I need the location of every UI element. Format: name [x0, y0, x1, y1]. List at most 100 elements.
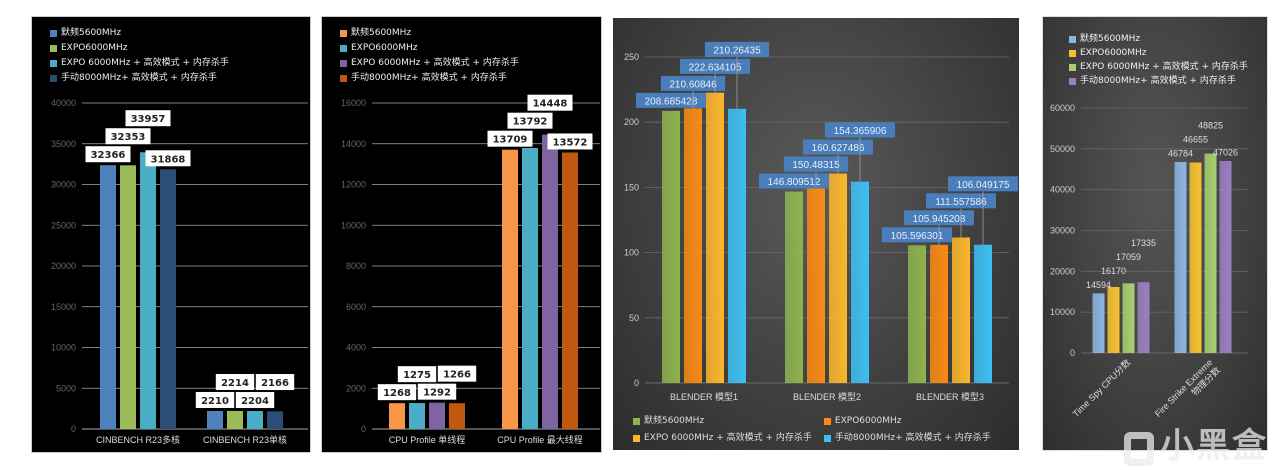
legend-swatch [340, 60, 347, 67]
bar [851, 181, 869, 383]
data-label: 146.809512 [759, 173, 829, 189]
category-label: CINBENCH R23多核 [96, 434, 180, 445]
data-label: 13709 [487, 130, 533, 147]
data-label: 1268 [377, 384, 417, 401]
y-tick-label: 15000 [51, 302, 76, 312]
legend-item: EXPO6000MHz [1069, 46, 1248, 60]
chart-svg: 0 5000 10000 15000 20000 25000 30000 35000 40000… [51, 98, 308, 445]
svg-text:150.48315: 150.48315 [792, 160, 840, 171]
blender-chart-panel: 0 50 100 150 200 250 208.685428 210.60846 222.63… [613, 18, 1019, 450]
bar [449, 403, 465, 429]
legend-swatch [1069, 35, 1076, 43]
legend-item: EXPO 6000MHz + 高效模式 + 内存杀手 [1069, 60, 1248, 74]
y-tick-label: 250 [624, 52, 639, 62]
bar [1219, 160, 1232, 353]
bar [829, 173, 847, 383]
data-label: 111.557586 [926, 193, 996, 238]
legend-swatch [50, 30, 57, 37]
y-tick-label: 0 [361, 424, 366, 434]
svg-text:146.809512: 146.809512 [768, 177, 821, 188]
legend-label: EXPO 6000MHz + 高效模式 + 内存杀手 [61, 58, 229, 68]
legend-label: EXPO6000MHz [61, 43, 128, 53]
svg-text:208.685428: 208.685428 [645, 96, 698, 107]
category-label: BLENDER 模型2 [793, 392, 861, 402]
svg-text:14448: 14448 [533, 99, 568, 110]
bar [1174, 161, 1187, 353]
svg-text:105.945208: 105.945208 [913, 214, 966, 225]
y-tick-label: 30000 [1050, 226, 1075, 236]
category-label: CPU Profile 单线程 [389, 434, 466, 445]
svg-text:2210: 2210 [201, 396, 229, 407]
bar [502, 149, 518, 429]
svg-text:2214: 2214 [221, 378, 249, 389]
svg-text:2204: 2204 [241, 396, 269, 407]
bar [120, 165, 136, 429]
legend-swatch [1069, 63, 1076, 71]
svg-text:32366: 32366 [91, 150, 126, 161]
data-label: 16170 [1101, 266, 1126, 276]
y-tick-label: 40000 [1050, 185, 1075, 195]
svg-text:2166: 2166 [261, 378, 289, 389]
legend-swatch [50, 60, 57, 67]
bar [807, 186, 825, 383]
legend-label: 手动8000MHz+ 高效模式 + 内存杀手 [1080, 76, 1236, 86]
y-tick-label: 50000 [1050, 144, 1075, 154]
legend-swatch [1069, 49, 1076, 57]
svg-text:31868: 31868 [151, 154, 186, 165]
legend-label: EXPO6000MHz [1080, 48, 1147, 58]
data-label: 46784 [1168, 148, 1193, 158]
svg-text:32353: 32353 [111, 132, 146, 143]
y-tick-label: 8000 [346, 261, 366, 271]
legend-label: 手动8000MHz+ 高效模式 + 内存杀手 [834, 433, 991, 443]
svg-text:46784: 46784 [1168, 148, 1193, 158]
data-label: 1275 [397, 366, 437, 383]
legend-item: EXPO 6000MHz + 高效模式 + 内存杀手 [50, 56, 229, 71]
legend-item: 默频5600MHz [50, 26, 229, 41]
svg-text:47026: 47026 [1213, 147, 1238, 157]
legend: 默频5600MHz EXPO6000MHz EXPO 6000MHz + 高效模式 … [50, 26, 229, 86]
y-tick-label: 10000 [1050, 307, 1075, 317]
svg-text:13792: 13792 [513, 117, 548, 128]
bar [160, 169, 176, 429]
y-tick-label: 50 [629, 313, 639, 323]
legend-item: 手动8000MHz+ 高效模式 + 内存杀手 [50, 71, 229, 86]
bar [522, 147, 538, 429]
svg-text:154.365906: 154.365906 [834, 126, 887, 137]
y-tick-label: 0 [71, 424, 76, 434]
y-tick-label: 5000 [56, 383, 76, 393]
svg-text:14594: 14594 [1086, 280, 1111, 290]
y-tick-label: 30000 [51, 180, 76, 190]
cpu-profile-chart-panel: 0 2000 4000 6000 8000 10000 12000 14000 16000 126… [321, 16, 602, 453]
category-label: CINBENCH R23单核 [203, 434, 287, 445]
svg-text:1266: 1266 [443, 370, 471, 381]
data-label: 33957 [125, 110, 171, 127]
legend-label: 默频5600MHz [351, 28, 412, 38]
bar [562, 152, 578, 429]
bar [267, 411, 283, 429]
svg-text:16170: 16170 [1101, 266, 1126, 276]
bar [1189, 162, 1202, 353]
y-tick-label: 10000 [51, 343, 76, 353]
legend-label: EXPO6000MHz [834, 416, 902, 426]
svg-text:210.26435: 210.26435 [713, 45, 761, 56]
bar [140, 152, 156, 430]
bar [662, 110, 680, 383]
svg-text:17059: 17059 [1116, 252, 1141, 262]
y-tick-label: 40000 [51, 98, 76, 108]
svg-text:105.596301: 105.596301 [891, 231, 944, 242]
bar [100, 165, 116, 429]
legend-label: 手动8000MHz+ 高效模式 + 内存杀手 [351, 73, 507, 83]
legend-item: 默频5600MHz [340, 26, 519, 41]
legend-item: EXPO 6000MHz + 高效模式 + 内存杀手 [340, 56, 519, 71]
legend-label: EXPO6000MHz [351, 43, 418, 53]
bar [1107, 286, 1120, 353]
bar [409, 403, 425, 429]
svg-text:1268: 1268 [383, 388, 411, 399]
data-label: 14448 [527, 94, 573, 111]
cinebench-chart-panel: 0 5000 10000 15000 20000 25000 30000 35000 40000… [31, 16, 311, 453]
data-label: 17335 [1131, 238, 1156, 248]
y-tick-label: 16000 [341, 98, 366, 108]
data-label: 222.634105 [680, 58, 750, 93]
bar [1137, 282, 1150, 353]
data-label: 17059 [1116, 252, 1141, 262]
